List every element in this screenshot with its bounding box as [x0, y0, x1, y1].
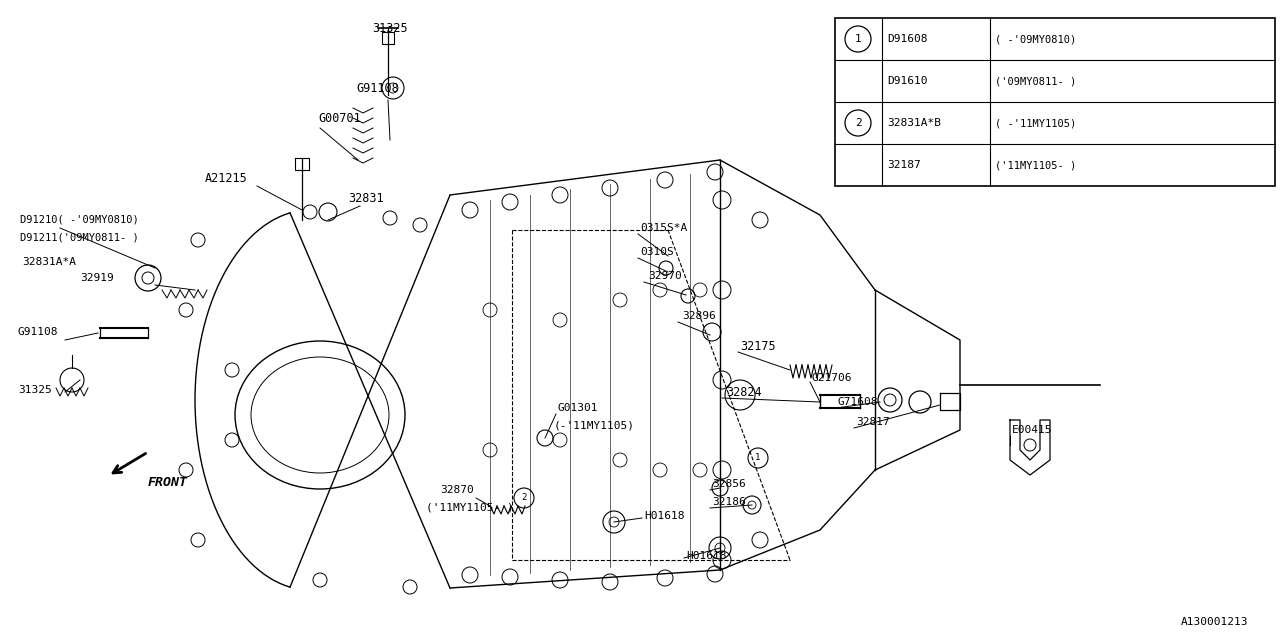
Text: 32970: 32970	[648, 271, 682, 281]
Text: 32896: 32896	[682, 311, 716, 321]
Text: G01301: G01301	[558, 403, 599, 413]
Text: G00701: G00701	[317, 111, 361, 125]
Text: ('11MY1105- ): ('11MY1105- )	[995, 160, 1076, 170]
Text: D91610: D91610	[887, 76, 928, 86]
Text: A130001213: A130001213	[1180, 617, 1248, 627]
Text: 32186: 32186	[712, 497, 746, 507]
Text: G91108: G91108	[357, 81, 399, 95]
Text: 32187: 32187	[887, 160, 920, 170]
Text: 31325: 31325	[372, 22, 408, 35]
Text: 1: 1	[755, 454, 760, 463]
Text: G91108: G91108	[18, 327, 59, 337]
Text: 0310S: 0310S	[640, 247, 673, 257]
Text: A21215: A21215	[205, 172, 248, 184]
Text: 32817: 32817	[856, 417, 890, 427]
Text: ('11MY1105- ): ('11MY1105- )	[426, 503, 513, 513]
Text: ( -'11MY1105): ( -'11MY1105)	[995, 118, 1076, 128]
Text: 32870: 32870	[440, 485, 474, 495]
Text: 32831A*A: 32831A*A	[22, 257, 76, 267]
Text: 32831: 32831	[348, 191, 384, 205]
Text: D91210( -'09MY0810): D91210( -'09MY0810)	[20, 215, 138, 225]
Text: 32831A*B: 32831A*B	[887, 118, 941, 128]
Text: 32824: 32824	[726, 385, 762, 399]
Text: 31325: 31325	[18, 385, 51, 395]
Bar	[835, 18, 1275, 186]
Text: D91211('09MY0811- ): D91211('09MY0811- )	[20, 233, 138, 243]
Text: 32856: 32856	[712, 479, 746, 489]
Text: 32919: 32919	[79, 273, 114, 283]
Text: G71608: G71608	[838, 397, 878, 407]
Text: G21706: G21706	[812, 373, 852, 383]
Text: D91608: D91608	[887, 34, 928, 44]
Text: 1: 1	[855, 34, 861, 44]
Text: 32175: 32175	[740, 339, 776, 353]
Text: FRONT: FRONT	[148, 476, 188, 488]
Text: ( -'09MY0810): ( -'09MY0810)	[995, 34, 1076, 44]
Text: E00415: E00415	[1012, 425, 1052, 435]
Text: 0315S*A: 0315S*A	[640, 223, 687, 233]
Text: 2: 2	[521, 493, 526, 502]
Text: (-'11MY1105): (-'11MY1105)	[554, 421, 635, 431]
Text: H01618: H01618	[644, 511, 685, 521]
Text: 2: 2	[855, 118, 861, 128]
Text: H01618: H01618	[686, 551, 727, 561]
Text: ('09MY0811- ): ('09MY0811- )	[995, 76, 1076, 86]
